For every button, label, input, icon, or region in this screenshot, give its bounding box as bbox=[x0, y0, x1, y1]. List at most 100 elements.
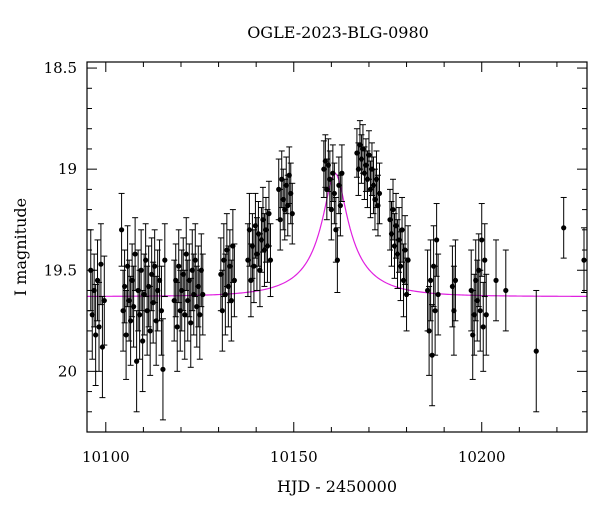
x-tick-label: 10200 bbox=[458, 448, 506, 466]
point-marker bbox=[121, 283, 128, 290]
point-marker bbox=[138, 267, 144, 273]
data-point bbox=[472, 239, 479, 322]
point-marker bbox=[222, 291, 228, 298]
point-marker bbox=[200, 291, 206, 298]
plot-frame bbox=[86, 61, 588, 433]
x-tick-label: 10100 bbox=[82, 448, 130, 466]
data-point bbox=[471, 273, 478, 356]
data-point bbox=[338, 144, 345, 203]
point-marker bbox=[147, 328, 153, 334]
point-marker bbox=[337, 202, 343, 209]
data-point bbox=[92, 283, 99, 386]
data-point bbox=[483, 273, 490, 356]
model-curve-layer bbox=[86, 172, 588, 297]
data-point bbox=[337, 174, 344, 237]
chart-title: OGLE-2023-BLG-0980 bbox=[247, 23, 429, 42]
point-marker bbox=[98, 261, 104, 267]
data-points-layer bbox=[87, 120, 587, 421]
point-marker bbox=[432, 308, 438, 314]
data-point bbox=[196, 269, 203, 360]
data-point bbox=[148, 237, 155, 312]
point-marker bbox=[219, 308, 225, 314]
data-point bbox=[580, 227, 587, 293]
point-marker bbox=[479, 237, 485, 243]
point-marker bbox=[140, 338, 146, 344]
data-point bbox=[225, 245, 232, 328]
data-point bbox=[124, 225, 131, 308]
data-point bbox=[493, 239, 500, 322]
point-marker bbox=[246, 227, 253, 233]
data-point bbox=[358, 134, 365, 184]
data-point bbox=[376, 162, 383, 225]
data-point bbox=[126, 259, 133, 342]
data-point bbox=[405, 225, 412, 296]
data-point bbox=[244, 223, 251, 298]
data-point bbox=[223, 213, 230, 287]
point-marker bbox=[192, 257, 198, 263]
point-marker bbox=[158, 308, 165, 314]
data-point bbox=[222, 253, 229, 336]
data-point bbox=[390, 178, 397, 241]
point-marker bbox=[132, 251, 138, 257]
point-marker bbox=[289, 211, 295, 217]
data-point bbox=[289, 182, 296, 245]
data-point bbox=[133, 310, 140, 413]
point-marker bbox=[561, 225, 567, 231]
point-marker bbox=[426, 328, 432, 334]
data-point bbox=[158, 265, 165, 356]
data-point bbox=[400, 243, 407, 318]
y-tick-label: 20 bbox=[58, 362, 77, 380]
data-point bbox=[267, 223, 274, 298]
point-marker bbox=[93, 332, 99, 338]
point-marker bbox=[152, 263, 158, 269]
point-marker bbox=[402, 247, 408, 253]
data-point bbox=[253, 217, 260, 291]
data-point bbox=[161, 223, 168, 298]
data-point bbox=[427, 239, 434, 322]
data-point bbox=[123, 289, 130, 380]
point-marker bbox=[482, 257, 488, 263]
point-marker bbox=[118, 227, 125, 233]
data-point bbox=[132, 217, 139, 291]
data-point bbox=[228, 259, 235, 342]
data-point bbox=[435, 253, 442, 336]
data-point bbox=[219, 269, 226, 352]
point-marker bbox=[96, 324, 102, 330]
data-point bbox=[184, 259, 191, 342]
data-point bbox=[151, 229, 158, 304]
data-point bbox=[89, 269, 96, 360]
data-point bbox=[159, 318, 166, 421]
data-point bbox=[172, 243, 179, 318]
data-point bbox=[118, 192, 125, 267]
data-point bbox=[192, 223, 199, 298]
point-marker bbox=[452, 277, 459, 283]
x-tick-label: 10150 bbox=[270, 448, 318, 466]
point-marker bbox=[182, 312, 188, 318]
point-marker bbox=[376, 190, 383, 197]
point-marker bbox=[162, 257, 168, 263]
data-point bbox=[332, 196, 339, 263]
data-point bbox=[181, 269, 188, 360]
point-marker bbox=[94, 277, 101, 283]
data-point bbox=[226, 229, 233, 304]
point-marker bbox=[101, 297, 107, 304]
point-marker bbox=[123, 332, 129, 338]
axis-ticks bbox=[87, 62, 587, 433]
data-point bbox=[231, 243, 238, 318]
point-marker bbox=[397, 263, 404, 269]
data-point bbox=[121, 249, 128, 324]
point-marker bbox=[228, 297, 234, 304]
data-point bbox=[127, 275, 134, 366]
point-marker bbox=[267, 257, 274, 263]
point-marker bbox=[429, 352, 435, 358]
point-marker bbox=[339, 170, 345, 176]
data-point bbox=[101, 255, 108, 346]
data-point bbox=[229, 209, 236, 283]
x-axis-label: HJD - 2450000 bbox=[277, 477, 397, 496]
point-marker bbox=[277, 217, 283, 223]
point-marker bbox=[155, 287, 161, 294]
point-marker bbox=[197, 312, 203, 318]
point-marker bbox=[428, 277, 434, 283]
